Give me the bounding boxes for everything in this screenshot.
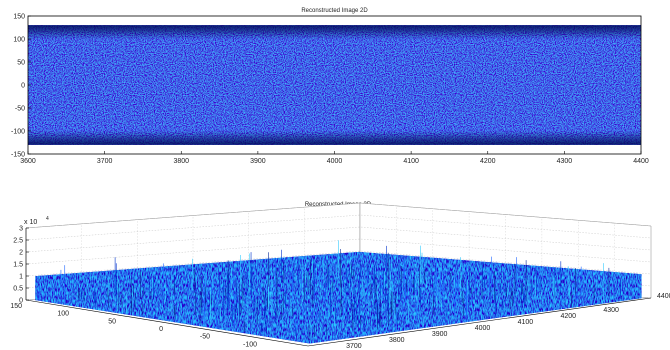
chart-3d-z-gridline (25, 214, 652, 241)
chart-3d-z-tick-label: 2.5 (13, 238, 23, 245)
chart-3d-y-tick-label: 0 (159, 326, 163, 333)
chart-2d-x-ticks: 3600 3700 3800 3900 4000 4100 4200 4300 4400 (20, 151, 649, 165)
chart-2d-title: Reconstructed Image 2D (301, 8, 368, 14)
chart-3d-x-tick-label: 4400 (657, 293, 670, 300)
chart-3d-x-tick-label: 4200 (560, 313, 576, 320)
chart-2d-y-tick-label: -100 (11, 129, 25, 136)
chart-3d-x-tick-label: 4100 (518, 319, 534, 326)
chart-3d-x-tick-label: 3700 (346, 343, 362, 350)
chart-3d-x-tick-label: 4300 (603, 307, 619, 314)
chart-3d-z-tick-label: 0.5 (13, 286, 23, 293)
chart-3d-x-tick-label: 3900 (432, 331, 448, 338)
chart-3d-z-tick-label: 0 (19, 298, 23, 305)
chart-3d-y-tick-label: -50 (200, 334, 210, 341)
chart-3d-x-ticks: 3700 3800 3900 4000 4100 4200 4300 4400 (307, 293, 670, 350)
chart-2d-y-tick-label: 50 (17, 60, 25, 67)
chart-2d-y-tick-label: -50 (15, 106, 25, 113)
chart-3d: Reconstructed Image 3D 00.511.522.53 x 1… (10, 202, 670, 350)
chart-3d-z-tick-label: 2 (19, 250, 23, 257)
chart-3d-y-tick-label: 50 (108, 318, 116, 325)
chart-3d-z-gridline (25, 202, 652, 229)
chart-3d-z-gridline (25, 226, 652, 253)
chart-3d-z-ticks: 0 0.5 1 1.5 2 2.5 3 (13, 226, 29, 305)
chart-3d-y-tick-label: 150 (10, 303, 22, 310)
chart-2d-x-tick-label: 4400 (633, 158, 649, 165)
chart-2d-x-tick-label: 4100 (403, 158, 419, 165)
chart-2d-y-ticks: 150 100 50 0 -50 -100 -150 (11, 14, 31, 159)
chart-2d-y-tick-label: 150 (13, 14, 25, 21)
chart-3d-z-tick-label: 1.5 (13, 262, 23, 269)
chart-3d-z-gridline (25, 238, 652, 265)
chart-2d-x-tick-label: 4200 (480, 158, 496, 165)
chart-3d-y-tick-label: -100 (243, 341, 257, 348)
chart-2d-heatmap-edge-shading (28, 25, 641, 145)
chart-3d-y-ticks: 150 100 50 0 -50 -100 (10, 299, 309, 348)
chart-2d-x-tick-label: 3800 (173, 158, 189, 165)
chart-2d: Reconstructed Image 2D 3600 3700 3800 3900 4… (11, 8, 649, 165)
chart-3d-x-tick-label: 4000 (475, 325, 491, 332)
chart-3d-z-tick-label: 3 (19, 226, 23, 233)
chart-3d-spikes (38, 240, 621, 341)
chart-3d-x-axis-line (307, 297, 652, 347)
chart-2d-x-tick-label: 4000 (327, 158, 343, 165)
chart-3d-y-tick-label: 100 (57, 311, 69, 318)
chart-2d-x-tick-label: 3700 (97, 158, 113, 165)
chart-2d-y-tick-label: 100 (13, 37, 25, 44)
chart-3d-x-tick-label: 3800 (389, 337, 405, 344)
chart-3d-z-multiplier: x 10 (24, 219, 37, 226)
chart-2d-y-tick-label: 0 (21, 83, 25, 90)
chart-2d-x-tick-label: 4300 (557, 158, 573, 165)
chart-3d-y-axis-line (25, 299, 309, 347)
chart-3d-z-tick-label: 1 (19, 274, 23, 281)
chart-3d-z-exponent: 4 (46, 216, 49, 222)
chart-2d-x-tick-label: 3900 (250, 158, 266, 165)
chart-2d-x-tick-label: 3600 (20, 158, 36, 165)
chart-2d-y-tick-label: -150 (11, 152, 25, 159)
